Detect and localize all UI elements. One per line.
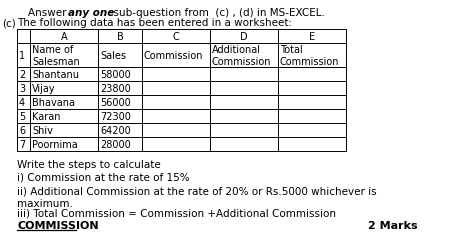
Text: Karan: Karan — [32, 112, 61, 121]
Text: COMMISSION: COMMISSION — [17, 220, 99, 230]
Text: 23800: 23800 — [100, 84, 131, 94]
Text: 2: 2 — [19, 70, 25, 80]
Text: 28000: 28000 — [100, 139, 131, 149]
Text: 6: 6 — [19, 125, 25, 136]
Text: Answer: Answer — [28, 8, 70, 18]
Text: sub-question from  (c) , (d) in MS-EXCEL.: sub-question from (c) , (d) in MS-EXCEL. — [107, 8, 324, 18]
Text: i) Commission at the rate of 15%: i) Commission at the rate of 15% — [17, 172, 189, 182]
Text: 4: 4 — [19, 98, 25, 108]
Text: A: A — [61, 32, 68, 42]
Text: 3: 3 — [19, 84, 25, 94]
Text: 7: 7 — [19, 139, 25, 149]
Text: Commission: Commission — [144, 51, 203, 61]
Text: Name of
Salesman: Name of Salesman — [32, 45, 80, 67]
Text: ii) Additional Commission at the rate of 20% or Rs.5000 whichever is
maximum.: ii) Additional Commission at the rate of… — [17, 185, 377, 208]
Text: Additional
Commission: Additional Commission — [212, 45, 271, 67]
Text: D: D — [240, 32, 248, 42]
Text: Shiv: Shiv — [32, 125, 53, 136]
Text: 56000: 56000 — [100, 98, 131, 108]
Text: iii) Total Commission = Commission +Additional Commission: iii) Total Commission = Commission +Addi… — [17, 207, 336, 217]
Text: Bhavana: Bhavana — [32, 98, 75, 108]
Text: 64200: 64200 — [100, 125, 131, 136]
Text: 1: 1 — [19, 51, 25, 61]
Text: 72300: 72300 — [100, 112, 131, 121]
Text: any one: any one — [68, 8, 114, 18]
Text: 5: 5 — [19, 112, 25, 121]
Text: B: B — [117, 32, 123, 42]
Text: Sales: Sales — [100, 51, 126, 61]
Text: Write the steps to calculate: Write the steps to calculate — [17, 159, 161, 169]
Text: 58000: 58000 — [100, 70, 131, 80]
Text: Total
Commission: Total Commission — [279, 45, 339, 67]
Text: (c): (c) — [2, 18, 16, 28]
Text: Shantanu: Shantanu — [32, 70, 79, 80]
Text: E: E — [309, 32, 315, 42]
Text: Poornima: Poornima — [32, 139, 78, 149]
Text: 2 Marks: 2 Marks — [368, 220, 418, 230]
Text: C: C — [172, 32, 179, 42]
Text: The following data has been entered in a worksheet:: The following data has been entered in a… — [17, 18, 292, 28]
Text: Vijay: Vijay — [32, 84, 56, 94]
